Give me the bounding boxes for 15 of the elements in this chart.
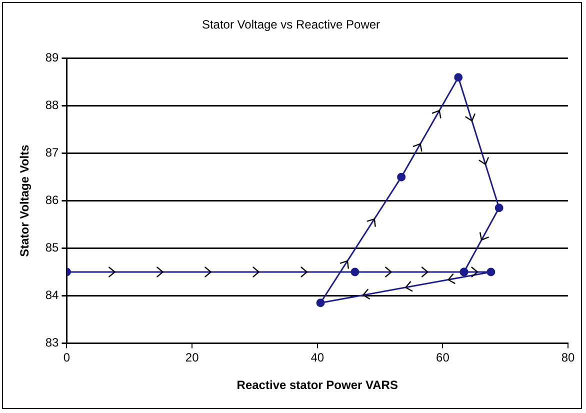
x-axis-title: Reactive stator Power VARS bbox=[236, 378, 398, 392]
y-tick-label: 87 bbox=[45, 146, 60, 160]
x-tick-label: 0 bbox=[63, 350, 70, 365]
chart-title: Stator Voltage vs Reactive Power bbox=[202, 18, 380, 32]
y-tick-label: 88 bbox=[45, 98, 60, 112]
y-tick-label: 85 bbox=[45, 240, 60, 255]
y-axis-title: Stator Voltage Volts bbox=[18, 144, 32, 257]
x-tick-label: 60 bbox=[436, 350, 450, 365]
y-tick-label: 86 bbox=[45, 193, 60, 208]
y-tick-label: 83 bbox=[45, 336, 60, 350]
x-tick-label: 20 bbox=[185, 350, 200, 365]
x-tick-label: 40 bbox=[310, 350, 324, 365]
y-tick-label: 89 bbox=[45, 50, 60, 65]
x-tick-label: 80 bbox=[561, 350, 575, 365]
y-tick-label: 84 bbox=[45, 288, 60, 302]
